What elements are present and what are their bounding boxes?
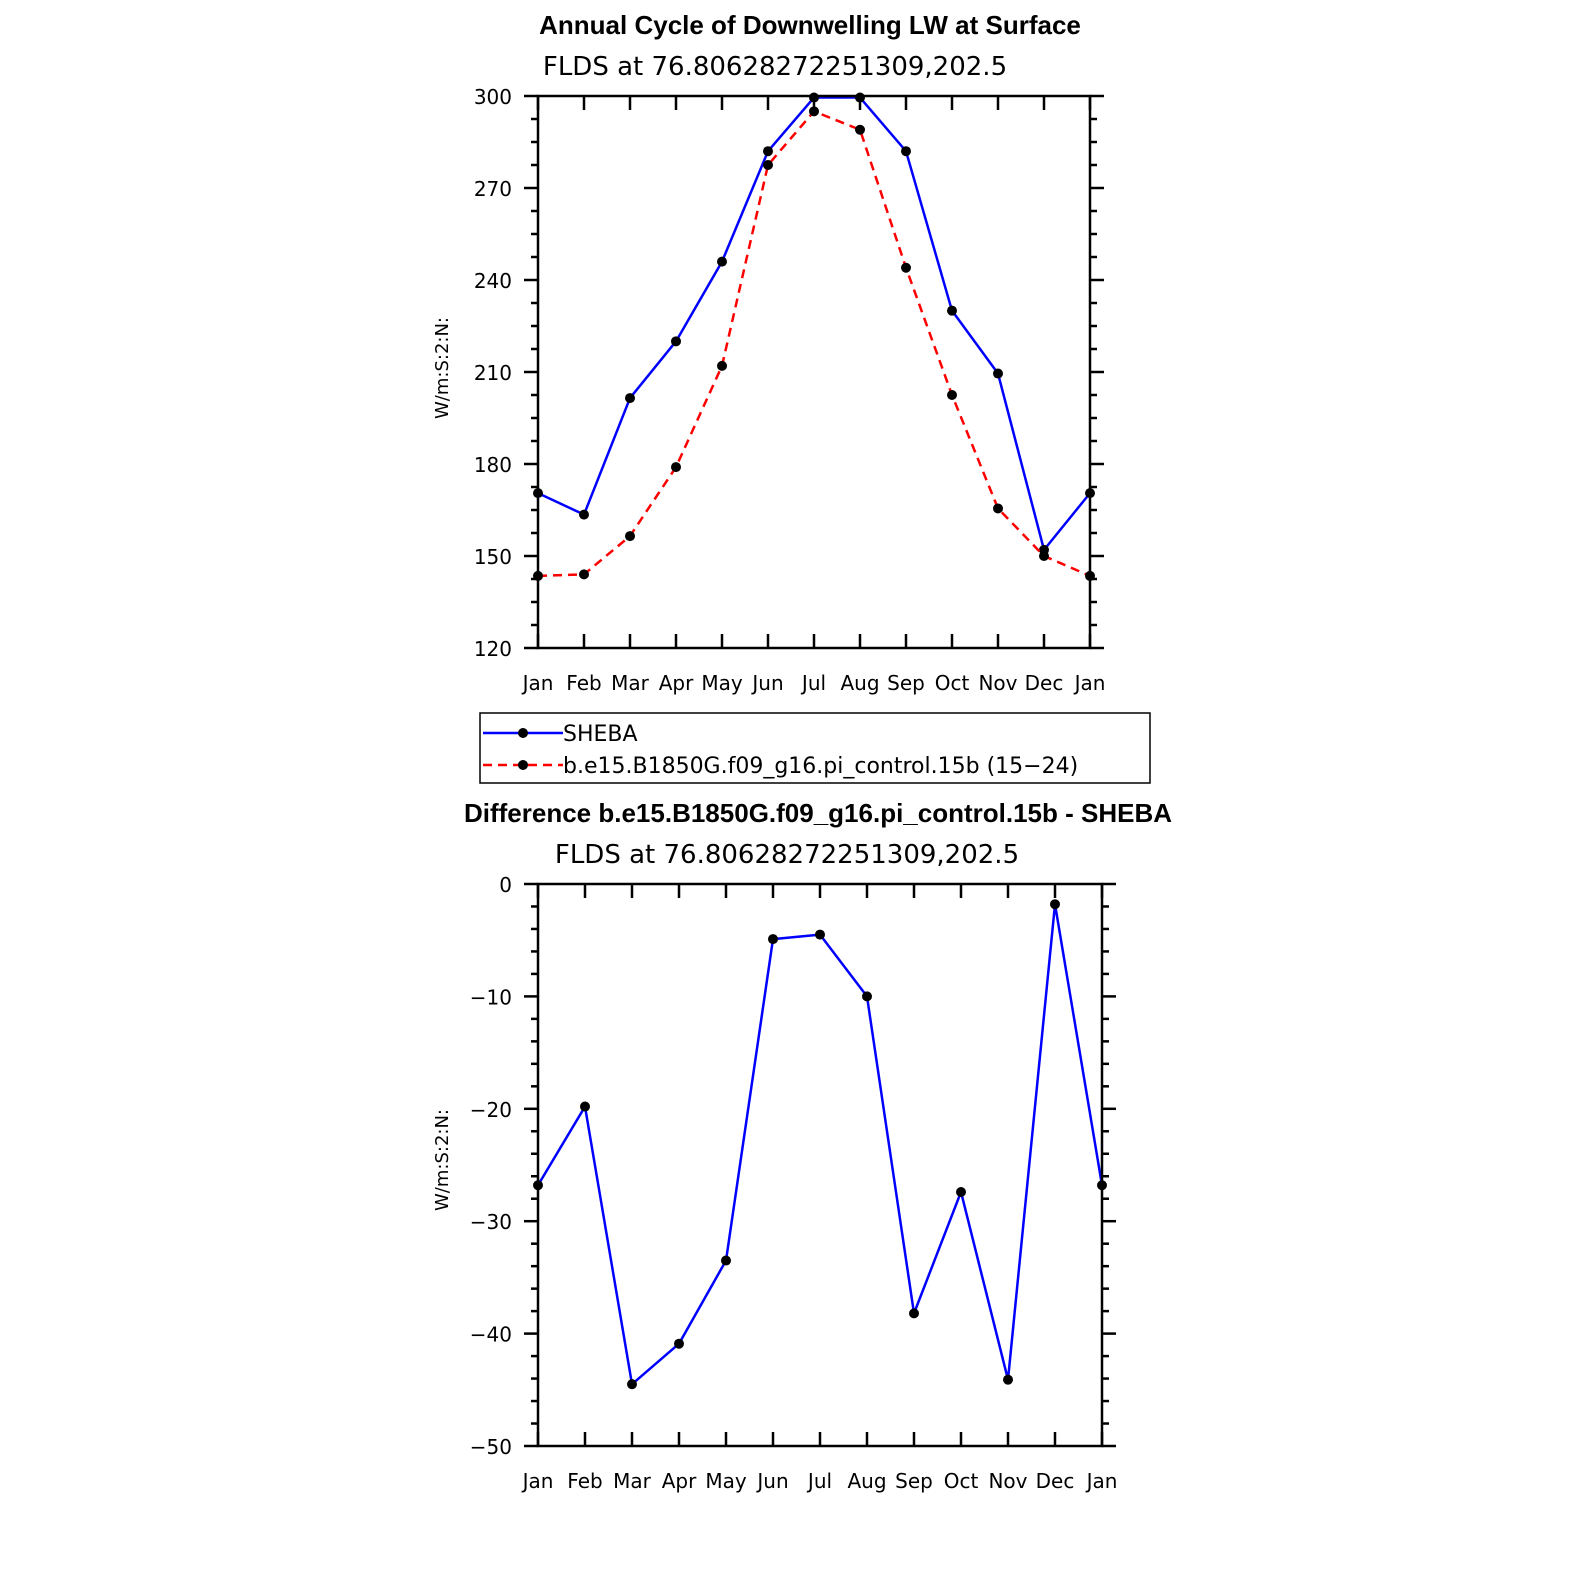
data-point <box>862 991 872 1002</box>
chart-title: Annual Cycle of Downwelling LW at Surfac… <box>539 10 1081 40</box>
data-point <box>579 569 589 580</box>
y-tick-label: −20 <box>470 1098 512 1122</box>
legend-marker-model <box>518 760 528 770</box>
x-tick-label: Jul <box>800 671 826 695</box>
x-tick-label: Sep <box>887 671 925 695</box>
tick-group: Jan Feb Mar Apr May Jun Jul Aug Sep Oct Nov Dec Jan−… <box>470 873 1118 1493</box>
data-point <box>809 92 819 103</box>
y-tick-label: 270 <box>474 177 512 201</box>
x-tick-label: Aug <box>840 671 879 695</box>
data-point <box>855 92 865 103</box>
y-axis-label: W/m:S:2:N: <box>432 317 453 419</box>
chart-title: Difference b.e15.B1850G.f09_g16.pi_contr… <box>464 798 1172 828</box>
top-chart: Annual Cycle of Downwelling LW at Surfac… <box>432 10 1105 695</box>
y-tick-label: −40 <box>470 1323 512 1347</box>
legend-label-model: b.e15.B1850G.f09_g16.pi_control.15b (15−… <box>563 754 1078 779</box>
legend: SHEBA b.e15.B1850G.f09_g16.pi_control.15… <box>479 712 1151 784</box>
data-point <box>855 124 865 135</box>
y-tick-label: 120 <box>474 637 512 661</box>
y-tick-label: 180 <box>474 453 512 477</box>
y-axis-label: W/m:S:2:N: <box>432 1109 453 1211</box>
data-point <box>717 256 727 267</box>
x-tick-label: Aug <box>847 1469 886 1493</box>
data-point <box>763 160 773 170</box>
x-tick-label: Jan <box>521 1469 554 1493</box>
y-tick-label: −30 <box>470 1210 512 1234</box>
x-tick-label: Jun <box>755 1469 788 1493</box>
plot-frame <box>536 882 1104 1448</box>
x-tick-label: Oct <box>935 671 970 695</box>
data-point <box>901 262 911 273</box>
y-tick-label: −50 <box>470 1435 512 1459</box>
series-line-0 <box>537 96 1091 552</box>
y-tick-label: 300 <box>474 85 512 109</box>
data-point <box>625 393 635 404</box>
data-point <box>721 1255 731 1266</box>
x-tick-label: Feb <box>566 671 601 695</box>
data-point <box>1050 899 1060 910</box>
series-layer <box>533 92 1095 581</box>
x-tick-label: Jan <box>521 671 554 695</box>
x-tick-label: Jul <box>806 1469 832 1493</box>
data-point <box>763 146 773 157</box>
data-point <box>671 462 681 473</box>
data-point <box>579 509 589 520</box>
legend-label-sheba: SHEBA <box>563 722 638 747</box>
x-tick-label: Oct <box>944 1469 979 1493</box>
x-tick-label: Jan <box>1085 1469 1118 1493</box>
series-line-1 <box>537 110 1091 578</box>
x-tick-label: Mar <box>613 1469 652 1493</box>
legend-marker-sheba <box>518 728 528 738</box>
series-layer <box>533 899 1107 1390</box>
x-tick-label: Dec <box>1036 1469 1075 1493</box>
x-tick-label: Nov <box>988 1469 1027 1493</box>
chart-subtitle: FLDS at 76.80628272251309,202.5 <box>543 52 1007 82</box>
data-point <box>815 929 825 940</box>
data-point <box>627 1379 637 1390</box>
x-tick-label: Sep <box>895 1469 933 1493</box>
data-point <box>671 336 681 347</box>
data-point <box>1039 551 1049 561</box>
x-tick-label: Mar <box>611 671 650 695</box>
x-tick-label: Apr <box>662 1469 697 1493</box>
x-tick-label: Nov <box>978 671 1017 695</box>
data-point <box>956 1186 966 1197</box>
x-tick-label: Feb <box>567 1469 602 1493</box>
x-tick-label: May <box>705 1469 747 1493</box>
data-point <box>1003 1374 1013 1385</box>
x-tick-label: May <box>701 671 743 695</box>
data-point <box>909 1308 919 1319</box>
data-point <box>717 360 727 371</box>
y-tick-label: 210 <box>474 361 512 385</box>
data-point <box>993 503 1003 514</box>
x-tick-label: Jan <box>1073 671 1106 695</box>
y-tick-label: 0 <box>499 873 512 897</box>
y-tick-label: 150 <box>474 545 512 569</box>
data-point <box>901 146 911 157</box>
tick-group: Jan Feb Mar Apr May Jun Jul Aug Sep Oct Nov Dec Jan 1… <box>474 85 1106 695</box>
chart-subtitle: FLDS at 76.80628272251309,202.5 <box>555 840 1019 870</box>
data-point <box>809 106 819 117</box>
legend-box <box>479 712 1151 784</box>
data-point <box>580 1101 590 1112</box>
y-tick-label: −10 <box>470 985 512 1009</box>
bottom-chart: Difference b.e15.B1850G.f09_g16.pi_contr… <box>432 798 1172 1493</box>
data-point <box>947 390 957 400</box>
data-point <box>768 934 778 945</box>
series-line-0 <box>536 902 1104 1386</box>
y-tick-label: 240 <box>474 269 512 293</box>
x-tick-label: Jun <box>750 671 783 695</box>
data-point <box>947 305 957 316</box>
data-point <box>625 531 635 542</box>
data-point <box>993 368 1003 379</box>
plot-frame <box>536 94 1092 650</box>
x-tick-label: Apr <box>659 671 694 695</box>
data-point <box>674 1338 684 1349</box>
x-tick-label: Dec <box>1025 671 1064 695</box>
